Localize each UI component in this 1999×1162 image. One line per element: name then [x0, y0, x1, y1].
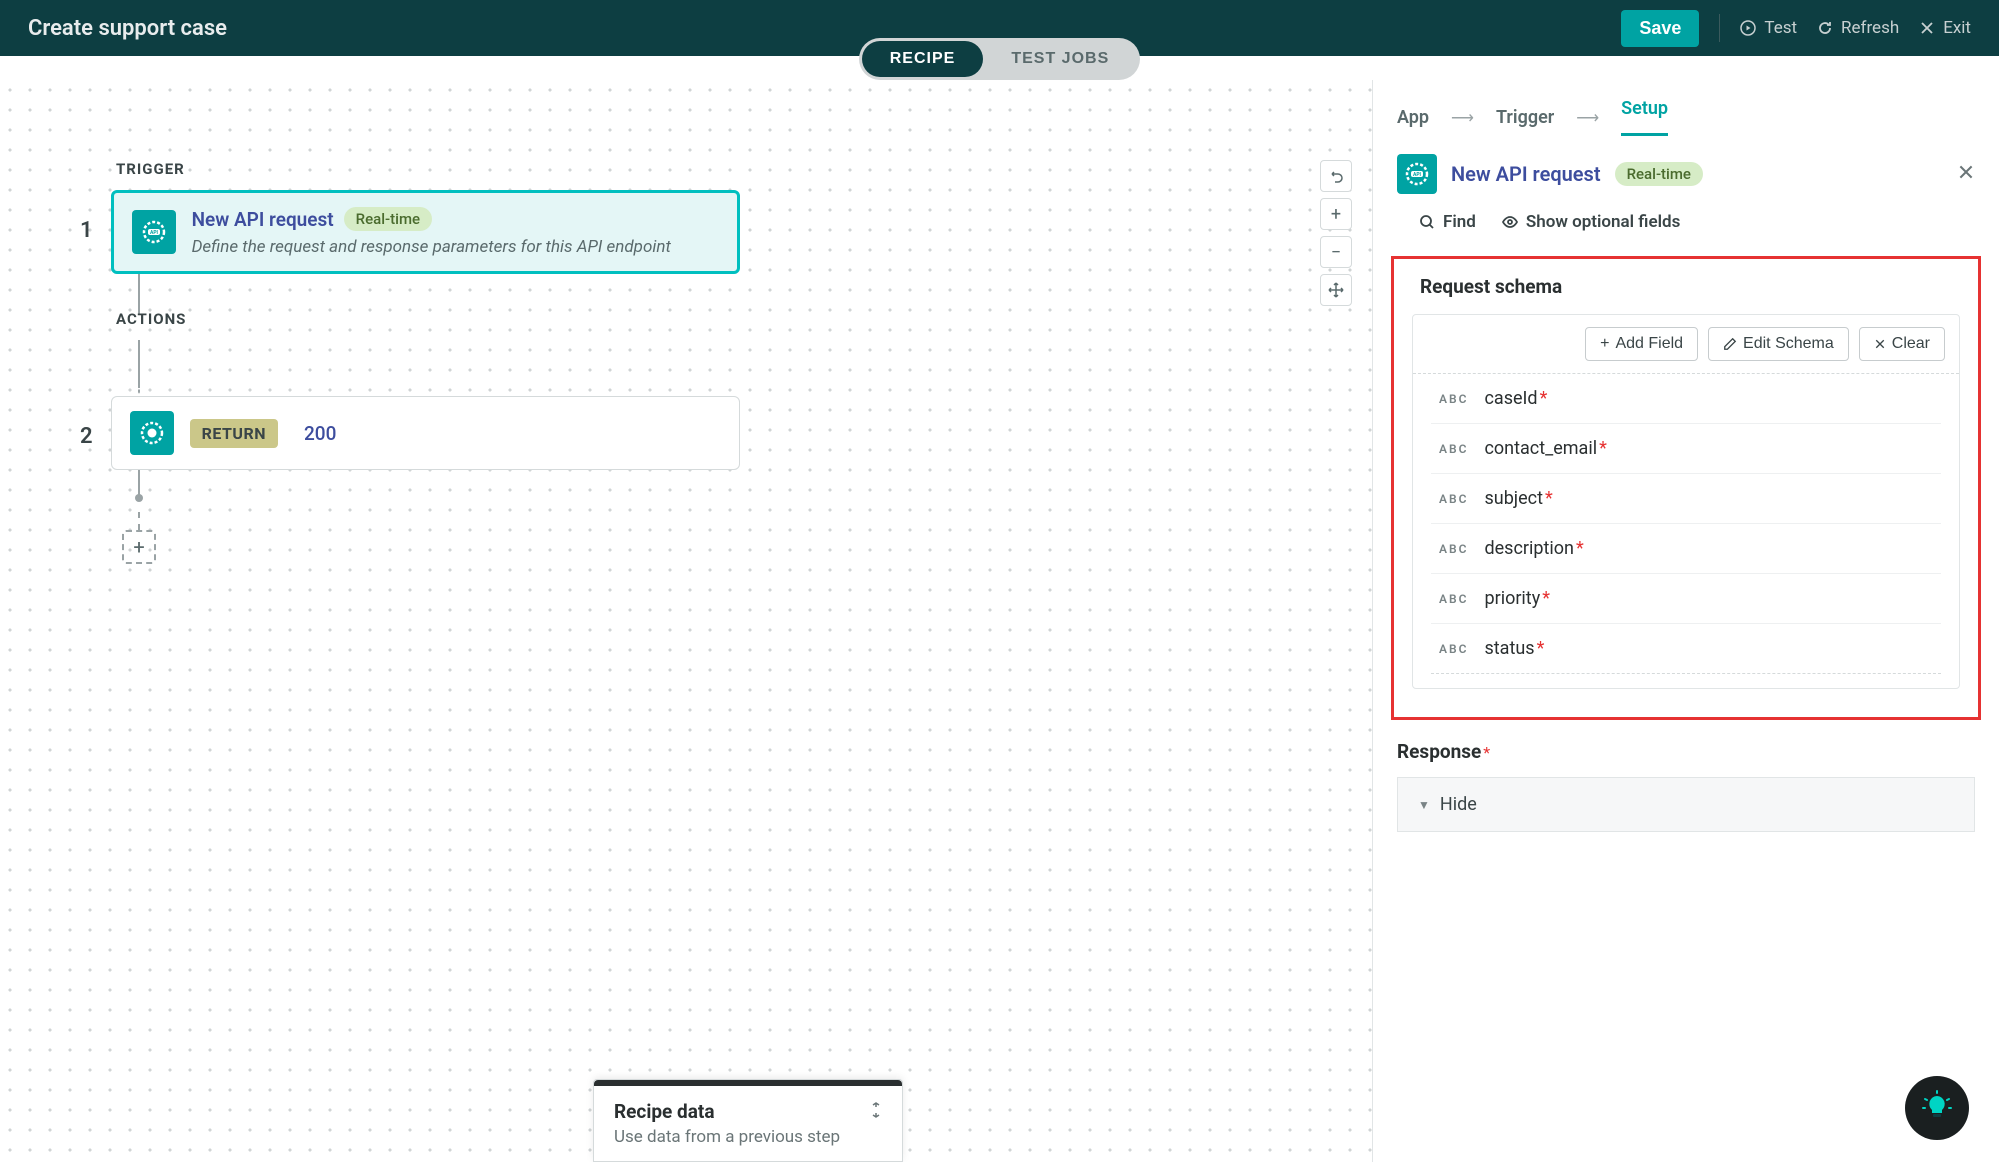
add-field-label: Add Field — [1615, 335, 1683, 353]
hide-label: Hide — [1440, 794, 1477, 815]
realtime-badge: Real-time — [344, 207, 432, 231]
field-name-label: description* — [1484, 538, 1583, 559]
refresh-icon — [1817, 20, 1833, 36]
field-name-label: caseId* — [1484, 388, 1547, 409]
connector-dot — [135, 494, 143, 502]
eye-icon — [1502, 214, 1518, 230]
response-label: Response — [1397, 740, 1481, 763]
recipe-canvas: + − TRIGGER 1 API New API — [0, 80, 1372, 1162]
schema-field-row[interactable]: ABC status* — [1431, 624, 1941, 674]
clear-button[interactable]: Clear — [1859, 327, 1945, 361]
zoom-in-button[interactable]: + — [1320, 198, 1352, 230]
test-button[interactable]: Test — [1740, 18, 1797, 38]
field-name-label: subject* — [1484, 488, 1552, 509]
show-optional-label: Show optional fields — [1526, 212, 1681, 232]
page-title: Create support case — [28, 16, 227, 41]
schema-field-row[interactable]: ABC caseId* — [1431, 374, 1941, 424]
edit-schema-label: Edit Schema — [1743, 335, 1834, 353]
plus-icon: + — [1600, 335, 1609, 353]
clear-label: Clear — [1892, 335, 1930, 353]
close-icon — [1957, 163, 1975, 181]
move-button[interactable] — [1320, 274, 1352, 306]
schema-field-row[interactable]: ABC priority* — [1431, 574, 1941, 624]
close-icon — [1874, 338, 1886, 350]
response-hide-toggle[interactable]: ▼ Hide — [1397, 777, 1975, 832]
undo-icon — [1328, 168, 1344, 184]
svg-text:API: API — [1413, 172, 1422, 178]
expand-icon[interactable] — [868, 1102, 884, 1122]
api-icon: API — [1397, 154, 1437, 194]
help-button[interactable] — [1905, 1076, 1969, 1140]
connector — [138, 274, 140, 314]
schema-field-row[interactable]: ABC subject* — [1431, 474, 1941, 524]
step-title: New API request — [192, 208, 334, 231]
trigger-section-label: TRIGGER — [116, 160, 740, 178]
find-label: Find — [1443, 212, 1476, 232]
required-star: * — [1483, 743, 1490, 762]
field-type-label: ABC — [1439, 492, 1468, 506]
crumb-app[interactable]: App — [1397, 107, 1429, 128]
zoom-out-button[interactable]: − — [1320, 236, 1352, 268]
chevron-right-icon: ⟶ — [1576, 108, 1599, 127]
connector-dash — [138, 512, 140, 530]
request-schema-box: Request schema + Add Field Edit Schema — [1391, 256, 1981, 720]
exit-label: Exit — [1943, 18, 1971, 38]
realtime-badge: Real-time — [1615, 162, 1703, 186]
step-number: 2 — [80, 424, 93, 449]
add-step-button[interactable]: + — [122, 530, 156, 564]
edit-schema-button[interactable]: Edit Schema — [1708, 327, 1849, 361]
tab-recipe[interactable]: RECIPE — [862, 41, 984, 77]
actions-section-label: ACTIONS — [116, 310, 740, 328]
breadcrumb: App ⟶ Trigger ⟶ Setup — [1373, 80, 1999, 136]
add-field-button[interactable]: + Add Field — [1585, 327, 1698, 361]
triangle-down-icon: ▼ — [1418, 798, 1430, 812]
step-description: Define the request and response paramete… — [192, 237, 719, 257]
field-type-label: ABC — [1439, 542, 1468, 556]
recipe-data-panel[interactable]: Recipe data Use data from a previous ste… — [593, 1079, 903, 1162]
test-label: Test — [1764, 18, 1797, 38]
return-badge: RETURN — [190, 419, 278, 448]
lightbulb-icon — [1919, 1090, 1955, 1126]
config-panel: App ⟶ Trigger ⟶ Setup API New API reques… — [1372, 80, 1999, 1162]
search-icon — [1419, 214, 1435, 230]
recipe-data-subtitle: Use data from a previous step — [614, 1127, 882, 1147]
field-type-label: ABC — [1439, 592, 1468, 606]
panel-title: New API request — [1451, 162, 1601, 186]
refresh-label: Refresh — [1841, 18, 1899, 38]
step-number: 1 — [80, 218, 93, 243]
field-type-label: ABC — [1439, 642, 1468, 656]
undo-button[interactable] — [1320, 160, 1352, 192]
field-name-label: priority* — [1484, 588, 1550, 609]
field-type-label: ABC — [1439, 392, 1468, 406]
field-name-label: status* — [1484, 638, 1544, 659]
close-panel-button[interactable] — [1957, 162, 1975, 186]
recipe-data-title: Recipe data — [614, 1100, 882, 1123]
api-icon — [130, 411, 174, 455]
move-icon — [1328, 282, 1344, 298]
show-optional-button[interactable]: Show optional fields — [1502, 212, 1681, 232]
schema-field-row[interactable]: ABC description* — [1431, 524, 1941, 574]
return-code: 200 — [304, 422, 336, 445]
crumb-trigger[interactable]: Trigger — [1496, 107, 1554, 128]
find-button[interactable]: Find — [1419, 212, 1476, 232]
action-step-card[interactable]: RETURN 200 — [111, 396, 740, 470]
pencil-icon — [1723, 337, 1737, 351]
field-name-label: contact_email* — [1484, 438, 1606, 459]
connector-arrow — [138, 340, 140, 396]
schema-field-row[interactable]: ABC contact_email* — [1431, 424, 1941, 474]
svg-text:API: API — [150, 230, 159, 236]
play-icon — [1740, 20, 1756, 36]
crumb-setup[interactable]: Setup — [1621, 98, 1668, 136]
close-icon — [1919, 20, 1935, 36]
tab-test-jobs[interactable]: TEST JOBS — [983, 41, 1137, 77]
request-schema-title: Request schema — [1420, 275, 1960, 298]
canvas-toolbar: + − — [1320, 160, 1352, 306]
tab-switcher: RECIPE TEST JOBS — [0, 38, 1999, 80]
api-icon: API — [132, 210, 176, 254]
field-type-label: ABC — [1439, 442, 1468, 456]
refresh-button[interactable]: Refresh — [1817, 18, 1899, 38]
chevron-right-icon: ⟶ — [1451, 108, 1474, 127]
exit-button[interactable]: Exit — [1919, 18, 1971, 38]
trigger-step-card[interactable]: API New API request Real-time Define the… — [111, 190, 740, 274]
